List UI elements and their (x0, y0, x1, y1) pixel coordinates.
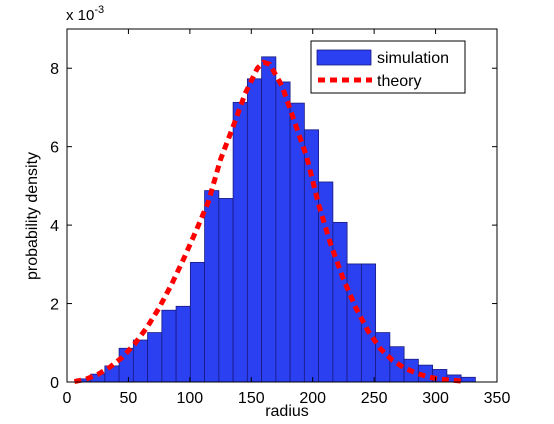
x-tick-label: 200 (299, 390, 326, 407)
histogram-bar (132, 339, 148, 383)
x-tick-label: 300 (422, 390, 449, 407)
histogram-bar (303, 129, 320, 383)
legend-label-theory: theory (377, 73, 421, 90)
y-tick-label: 6 (50, 140, 59, 157)
histogram-bar (232, 101, 248, 383)
histogram-bar (460, 376, 476, 383)
legend-label-simulation: simulation (377, 50, 449, 67)
histogram-bar (332, 221, 348, 383)
histogram-bar (346, 263, 362, 383)
histogram-bar (261, 56, 277, 383)
histogram-bars (75, 56, 476, 383)
histogram-bar (289, 102, 305, 383)
theory-curve (73, 59, 463, 385)
histogram-bar (147, 332, 163, 383)
x-tick-label: 350 (484, 390, 511, 407)
y-axis-label: probability density (24, 152, 41, 280)
legend: simulation theory (310, 40, 466, 94)
x-tick-label: 250 (361, 390, 388, 407)
y-tick-label: 4 (50, 218, 59, 235)
y-tick-label: 2 (50, 297, 59, 314)
y-axis-multiplier-exponent: -3 (94, 4, 104, 16)
histogram-bar (318, 181, 334, 383)
x-tick-label: 50 (120, 390, 138, 407)
y-axis-multiplier-base: x 10 (66, 7, 94, 24)
histogram-bar (246, 78, 263, 383)
x-tick-label: 150 (238, 390, 265, 407)
histogram-bar (218, 198, 234, 383)
x-axis-label: radius (265, 403, 309, 420)
histogram-bar (189, 261, 206, 383)
histogram-bar (175, 305, 191, 383)
histogram-bar (204, 190, 220, 383)
x-axis: 0 50 100 150 200 250 300 350 (63, 29, 511, 407)
legend-swatch-simulation (316, 49, 372, 66)
y-axis-multiplier: x 10-3 (66, 4, 104, 24)
histogram-bar (161, 309, 177, 383)
x-tick-label: 0 (63, 390, 72, 407)
x-tick-label: 100 (177, 390, 204, 407)
axes-box (66, 28, 498, 383)
y-axis: 0 2 4 6 8 (50, 61, 497, 392)
histogram-bar (275, 81, 291, 383)
y-tick-label: 0 (50, 375, 59, 392)
y-tick-label: 8 (50, 61, 59, 78)
